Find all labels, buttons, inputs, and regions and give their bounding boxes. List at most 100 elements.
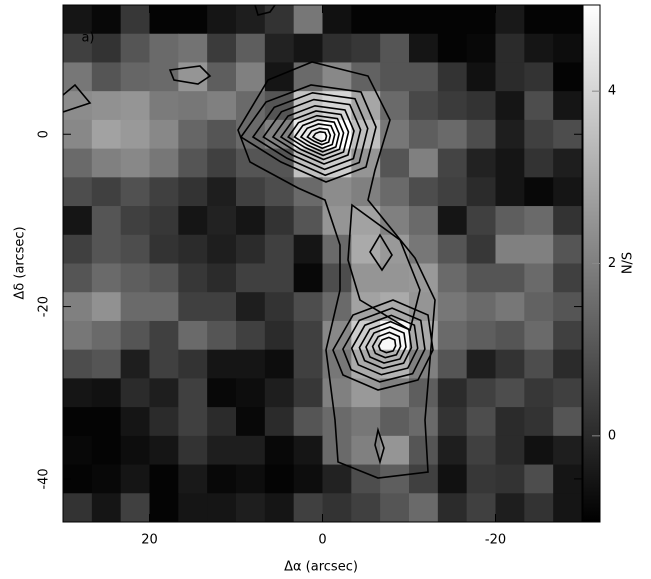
cell (149, 177, 179, 207)
cell (207, 493, 237, 523)
cell (149, 62, 179, 92)
cell (380, 234, 410, 264)
cell (120, 91, 150, 121)
cell (149, 320, 179, 351)
cell (409, 148, 439, 178)
cell (524, 234, 554, 264)
contour (347, 203, 421, 332)
cell (120, 292, 150, 322)
cell (264, 464, 295, 494)
cell (495, 263, 525, 293)
cell (437, 292, 468, 322)
y-tick-label: 0 (37, 130, 52, 138)
cell (437, 234, 468, 264)
cell (322, 407, 352, 437)
cell (524, 320, 554, 351)
cell (91, 263, 122, 293)
cell (380, 177, 410, 207)
cell (495, 493, 525, 523)
cell (409, 119, 439, 150)
cell (293, 62, 323, 92)
cell (236, 435, 266, 466)
cell (495, 349, 525, 379)
cell (236, 206, 266, 236)
cell (553, 435, 583, 466)
cell (207, 33, 237, 63)
cell (63, 378, 93, 408)
cell (178, 148, 208, 178)
cell (524, 407, 554, 437)
cell (236, 292, 266, 322)
colorbar-tick-label: 4 (608, 84, 616, 99)
cell (437, 320, 468, 351)
contour (262, 98, 362, 171)
cell (236, 407, 266, 437)
cell (322, 378, 352, 408)
cell (91, 148, 122, 178)
cell (380, 33, 410, 63)
cell (466, 320, 496, 351)
cell (466, 62, 496, 92)
cell (264, 292, 295, 322)
contour (254, 5, 276, 16)
cell (437, 5, 468, 35)
x-tick-label: 0 (318, 533, 326, 548)
cell (351, 378, 381, 408)
cell (495, 320, 525, 351)
cell (236, 464, 266, 494)
cell (236, 33, 266, 63)
cell (91, 177, 122, 207)
cell (524, 91, 554, 121)
image (63, 5, 583, 523)
cell (466, 464, 496, 494)
cell (437, 407, 468, 437)
cell (553, 33, 583, 63)
contour (358, 320, 413, 370)
cell (293, 464, 323, 494)
cell (120, 177, 150, 207)
cell (351, 234, 381, 264)
cell (120, 464, 150, 494)
cell (409, 91, 439, 121)
cell (236, 263, 266, 293)
cell (91, 292, 122, 322)
cell (178, 349, 208, 379)
cell (495, 234, 525, 264)
cell (63, 177, 93, 207)
cell (236, 349, 266, 379)
cell (264, 349, 295, 379)
cell (120, 119, 150, 150)
cell (553, 263, 583, 293)
cell (466, 292, 496, 322)
cell (63, 5, 93, 35)
cell (207, 320, 237, 351)
cell (466, 148, 496, 178)
contour (168, 65, 212, 85)
cell (409, 493, 439, 523)
cell (236, 5, 266, 35)
cell (466, 177, 496, 207)
cell (495, 435, 525, 466)
cell (437, 91, 468, 121)
cell (236, 62, 266, 92)
cell (264, 407, 295, 437)
x-axis-title: Δα (arcsec) (284, 560, 358, 575)
cell (120, 320, 150, 351)
cell (120, 435, 150, 466)
cell (63, 206, 93, 236)
cell (207, 234, 237, 264)
cell (351, 407, 381, 437)
cell (380, 493, 410, 523)
cell (437, 206, 468, 236)
cell (178, 177, 208, 207)
cell (351, 91, 381, 121)
contour (306, 127, 332, 146)
cell (351, 349, 381, 379)
cell (524, 349, 554, 379)
cell (149, 234, 179, 264)
cell (495, 5, 525, 35)
cell (466, 91, 496, 121)
cell (437, 378, 468, 408)
cell (91, 464, 122, 494)
cell (380, 148, 410, 178)
